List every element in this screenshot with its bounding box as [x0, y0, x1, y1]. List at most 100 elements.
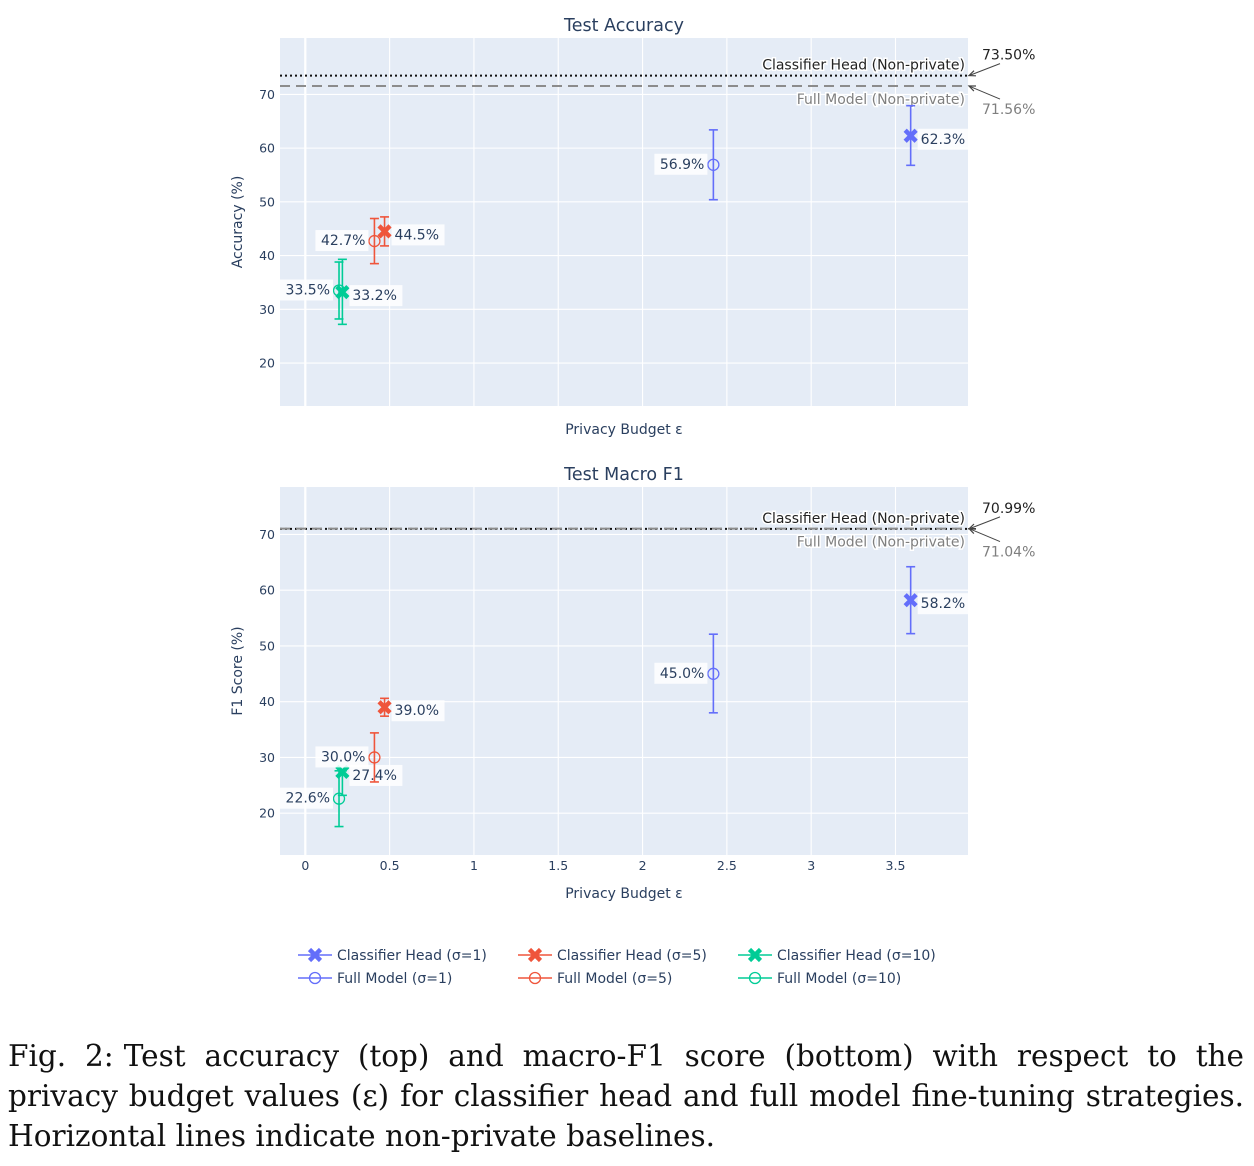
plot-area	[280, 487, 968, 855]
legend-marker	[748, 971, 762, 985]
y-tick-label: 40	[259, 248, 275, 263]
data-point-full-model-5	[368, 751, 381, 764]
figure-caption: Fig. 2: Test accuracy (top) and macro-F1 …	[8, 1036, 1244, 1156]
legend-item-classifier-head-1: Classifier Head (σ=1)	[298, 947, 487, 964]
data-label-background	[391, 700, 445, 722]
legend-marker	[307, 947, 323, 963]
legend-item-classifier-head-10: Classifier Head (σ=10)	[738, 947, 936, 964]
data-label-background	[654, 662, 708, 684]
data-point-full-model-1	[707, 667, 720, 680]
legend-marker	[747, 947, 763, 963]
y-tick-label: 50	[259, 638, 275, 653]
y-tick-label: 50	[259, 194, 275, 209]
legend-label: Classifier Head (σ=10)	[777, 948, 936, 964]
data-label: 33.2%	[352, 288, 396, 304]
x-tick-label: 0	[301, 858, 309, 873]
legend-item-full-model-1: Full Model (σ=1)	[298, 971, 452, 987]
data-point-full-model-10	[332, 284, 346, 297]
y-tick-label: 20	[259, 356, 275, 371]
legend-marker	[528, 971, 542, 985]
baseline-label: Full Model (Non-private)	[797, 535, 965, 551]
data-label-background	[349, 285, 403, 307]
legend-label: Full Model (σ=5)	[557, 971, 672, 987]
y-tick-label: 70	[259, 87, 275, 102]
data-label-background	[917, 593, 971, 615]
legend: Classifier Head (σ=1) Classifier Head (σ=…	[298, 947, 936, 987]
y-axis-label: Accuracy (%)	[230, 176, 246, 269]
y-tick-label: 30	[259, 302, 275, 317]
y-tick-label: 70	[259, 527, 275, 542]
plot-area	[280, 38, 968, 406]
data-label: 62.3%	[921, 132, 965, 148]
legend-item-classifier-head-5: Classifier Head (σ=5)	[518, 947, 707, 964]
baseline-value-label: 70.99%	[982, 501, 1035, 517]
annotation-arrowhead	[967, 85, 977, 92]
legend-label: Classifier Head (σ=5)	[557, 948, 707, 964]
baseline-value-label: 73.50%	[982, 48, 1035, 64]
x-tick-label: 3.5	[886, 858, 906, 873]
data-point-classifier-head-1	[903, 593, 918, 608]
x-tick-label: 1.5	[548, 858, 568, 873]
annotation-arrow	[968, 63, 1001, 77]
data-point-full-model-10	[332, 792, 346, 805]
data-label-background	[315, 230, 369, 252]
data-label-background	[917, 128, 971, 150]
y-tick-label: 20	[259, 806, 275, 821]
data-label: 44.5%	[395, 227, 439, 243]
legend-label: Full Model (σ=10)	[777, 971, 901, 987]
chart-title: Test Accuracy	[563, 16, 684, 36]
x-tick-label: 2.5	[717, 858, 737, 873]
baseline-label: Classifier Head (Non-private)	[762, 511, 965, 527]
annotation-arrow	[968, 528, 1001, 543]
data-point-full-model-5	[368, 234, 381, 248]
x-tick-label: 0.5	[380, 858, 400, 873]
data-label: 33.5%	[286, 282, 330, 298]
f1-chart: 20 30 40 50 60 70 0 0.5 1 1.5 2 2.5 3 3.5 Test Macro F…	[230, 465, 1035, 902]
annotation-arrow	[968, 516, 1001, 530]
data-label: 22.6%	[286, 791, 330, 807]
annotation-arrowhead	[967, 70, 977, 77]
baseline-value-label: 71.04%	[982, 545, 1035, 561]
y-axis-label: F1 Score (%)	[230, 626, 246, 715]
data-label-background	[315, 746, 369, 768]
data-point-classifier-head-5	[377, 700, 392, 715]
y-tick-label: 60	[259, 583, 275, 598]
data-point-classifier-head-1	[903, 128, 918, 143]
data-label: 58.2%	[921, 596, 965, 612]
data-label-background	[349, 764, 403, 786]
y-tick-label: 60	[259, 141, 275, 156]
y-tick-label: 40	[259, 694, 275, 709]
data-label: 30.0%	[321, 749, 365, 765]
legend-item-full-model-5: Full Model (σ=5)	[518, 971, 672, 987]
annotation-arrow	[968, 85, 1001, 100]
baseline-label: Full Model (Non-private)	[797, 92, 965, 108]
y-tick-label: 30	[259, 750, 275, 765]
x-axis-label: Privacy Budget ε	[565, 422, 683, 438]
caption-label: Fig. 2:	[8, 1039, 114, 1073]
caption-text: Test accuracy (top) and macro-F1 score (…	[8, 1039, 1245, 1153]
legend-marker	[527, 947, 543, 963]
baseline-label: Classifier Head (Non-private)	[762, 58, 965, 74]
x-tick-label: 3	[807, 858, 815, 873]
baseline-value-label: 71.56%	[982, 102, 1035, 118]
legend-label: Classifier Head (σ=1)	[337, 948, 487, 964]
x-tick-label: 1	[470, 858, 478, 873]
data-label: 42.7%	[321, 233, 365, 249]
data-label: 56.9%	[660, 157, 704, 173]
data-label: 39.0%	[395, 703, 439, 719]
data-label-background	[280, 787, 334, 809]
data-label-background	[654, 153, 708, 175]
x-tick-label: 2	[639, 858, 647, 873]
chart-title: Test Macro F1	[563, 465, 684, 485]
data-point-classifier-head-5	[377, 224, 392, 239]
x-axis-label: Privacy Budget ε	[565, 886, 683, 902]
data-label-background	[280, 279, 334, 301]
data-point-full-model-1	[707, 158, 720, 171]
legend-item-full-model-10: Full Model (σ=10)	[738, 971, 901, 987]
legend-marker	[308, 971, 322, 985]
accuracy-chart: 20 30 40 50 60 70 Test Accuracy Privacy Budget …	[230, 16, 1035, 438]
data-label-background	[391, 224, 445, 246]
annotation-arrowhead	[967, 527, 977, 535]
data-label: 45.0%	[660, 666, 704, 682]
